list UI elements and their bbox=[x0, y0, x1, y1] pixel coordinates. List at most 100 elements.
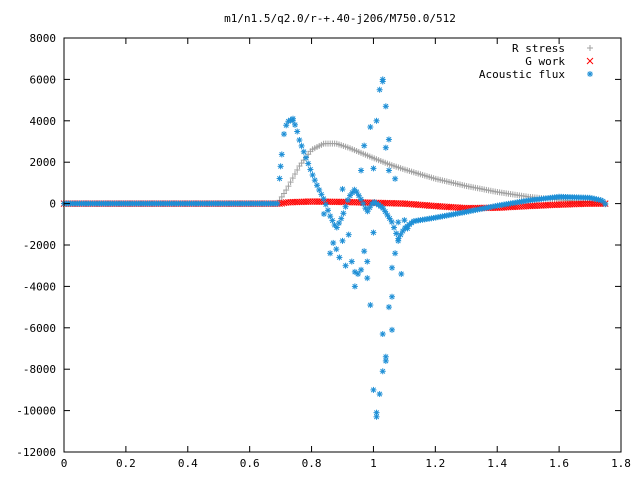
data-point bbox=[320, 210, 327, 217]
x-tick-label: 1.4 bbox=[487, 457, 507, 470]
data-point bbox=[395, 237, 402, 244]
data-point bbox=[329, 217, 336, 224]
data-point bbox=[314, 182, 320, 189]
data-point bbox=[370, 386, 377, 393]
data-point bbox=[281, 190, 287, 197]
data-point bbox=[385, 167, 392, 174]
data-point bbox=[345, 231, 352, 238]
data-point bbox=[283, 187, 290, 194]
data-point bbox=[389, 293, 396, 300]
data-point bbox=[348, 258, 355, 265]
data-point bbox=[384, 212, 391, 219]
y-tick-label: 4000 bbox=[30, 115, 57, 128]
x-tick-label: 1.2 bbox=[425, 457, 445, 470]
plot-frame bbox=[63, 37, 622, 453]
y-tick-label: -10000 bbox=[16, 405, 56, 418]
y-tick-label: -4000 bbox=[23, 280, 56, 293]
data-point bbox=[278, 151, 285, 158]
data-point bbox=[307, 166, 314, 173]
data-point bbox=[389, 326, 396, 333]
y-tick-label: 0 bbox=[49, 198, 56, 211]
data-point bbox=[298, 142, 305, 149]
data-point bbox=[336, 220, 342, 227]
y-tick-label: 8000 bbox=[30, 32, 57, 45]
data-point bbox=[311, 177, 318, 184]
data-point bbox=[292, 171, 298, 178]
data-point bbox=[361, 248, 368, 255]
data-point bbox=[389, 264, 396, 271]
data-point bbox=[392, 250, 399, 257]
data-point bbox=[364, 275, 371, 282]
y-tick-label: 2000 bbox=[30, 156, 57, 169]
data-point bbox=[277, 163, 284, 170]
data-point bbox=[379, 78, 386, 85]
x-tick-label: 0 bbox=[61, 457, 68, 470]
data-point bbox=[382, 353, 389, 360]
y-tick-label: -6000 bbox=[23, 322, 56, 335]
data-point bbox=[376, 391, 383, 398]
x-tick-label: 1.6 bbox=[549, 457, 569, 470]
data-point bbox=[333, 224, 340, 231]
data-point bbox=[342, 203, 349, 210]
data-point bbox=[309, 171, 316, 178]
data-point bbox=[278, 193, 285, 200]
data-point bbox=[322, 201, 329, 208]
data-point bbox=[289, 175, 296, 182]
data-point bbox=[367, 124, 374, 131]
axis-layer: 0 0.2 0.4 0.6 0.8 1 1.2 1.4 1.6 1.8 8000 6000 4000 20… bbox=[16, 32, 631, 470]
data-point bbox=[360, 200, 367, 207]
x-tick-label: 0.6 bbox=[240, 457, 260, 470]
x-tick-label: 1 bbox=[370, 457, 377, 470]
data-point bbox=[404, 225, 411, 232]
data-point bbox=[355, 192, 362, 199]
data-point bbox=[399, 228, 406, 235]
chart-title: m1/n1.5/q2.0/r-+.40-j206/M750.0/512 bbox=[224, 12, 456, 25]
data-point bbox=[330, 239, 337, 246]
legend-label: Acoustic flux bbox=[479, 68, 565, 81]
data-point bbox=[320, 195, 327, 202]
data-point bbox=[349, 189, 356, 196]
data-point bbox=[300, 148, 307, 155]
x-tick-label: 0.2 bbox=[116, 457, 136, 470]
y-tick-label: -12000 bbox=[16, 446, 56, 459]
data-point bbox=[382, 103, 389, 110]
legend-marker bbox=[587, 45, 593, 51]
data-point bbox=[600, 198, 606, 205]
data-point bbox=[373, 413, 380, 420]
series-layer bbox=[60, 76, 609, 420]
data-point bbox=[391, 224, 397, 231]
data-point bbox=[287, 179, 294, 186]
data-point bbox=[351, 268, 358, 275]
data-point bbox=[274, 200, 281, 207]
legend-marker bbox=[586, 57, 594, 65]
data-point bbox=[379, 331, 386, 338]
data-point bbox=[318, 191, 325, 198]
data-point bbox=[325, 207, 331, 214]
data-point bbox=[401, 217, 408, 224]
data-point bbox=[285, 183, 292, 190]
legend-label: R stress bbox=[512, 42, 565, 55]
data-point bbox=[358, 196, 364, 203]
data-point bbox=[316, 186, 323, 193]
data-point bbox=[339, 186, 346, 193]
data-point bbox=[379, 368, 386, 375]
data-point bbox=[354, 270, 361, 277]
data-point bbox=[385, 136, 392, 143]
data-point bbox=[367, 302, 374, 309]
data-point bbox=[358, 167, 365, 174]
series-acoustic-flux bbox=[61, 76, 609, 420]
data-point bbox=[336, 254, 343, 261]
data-point bbox=[358, 266, 365, 273]
data-point bbox=[362, 205, 369, 212]
data-point bbox=[382, 144, 389, 151]
y-tick-label: -2000 bbox=[23, 239, 56, 252]
data-point bbox=[276, 175, 283, 182]
data-point bbox=[373, 117, 380, 124]
data-point bbox=[296, 137, 303, 144]
y-tick-label: 6000 bbox=[30, 73, 57, 86]
data-point bbox=[292, 121, 298, 128]
data-point bbox=[398, 270, 405, 277]
data-point bbox=[385, 304, 392, 311]
data-point bbox=[602, 201, 609, 208]
